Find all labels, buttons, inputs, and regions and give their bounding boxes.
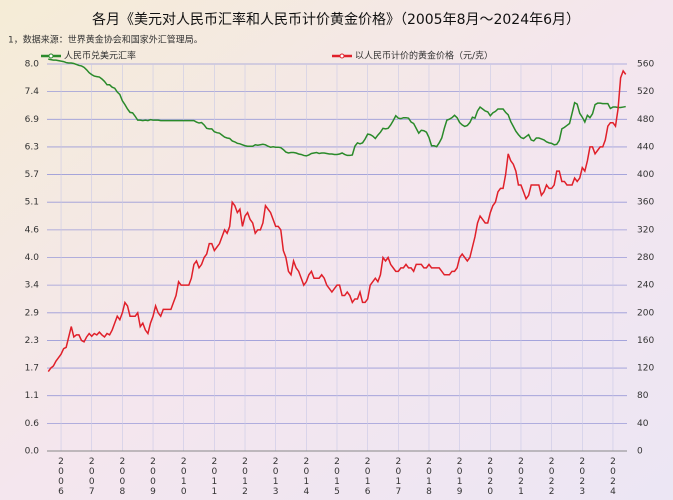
y2-tick-label: 520 xyxy=(637,87,654,97)
y2-tick-label: 80 xyxy=(637,391,649,401)
y-tick-label: 1.1 xyxy=(25,391,39,401)
y2-tick-label: 360 xyxy=(637,198,654,208)
y-tick-label: 7.4 xyxy=(25,87,40,97)
y2-tick-label: 440 xyxy=(637,142,654,152)
y2-tick-label: 560 xyxy=(637,60,654,70)
y2-tick-label: 480 xyxy=(637,115,654,125)
y2-tick-label: 240 xyxy=(637,281,654,291)
y2-tick-label: 160 xyxy=(637,336,654,346)
y-tick-label: 6.3 xyxy=(25,142,39,152)
chart-title: 各月《美元对人民币汇率和人民币计价黄金价格》（2005年8月～2024年6月） xyxy=(92,11,580,28)
legend-label: 以人民币计价的黄金价格（元/克） xyxy=(355,50,493,62)
y-tick-label: 5.7 xyxy=(25,170,39,180)
y-tick-label: 2.3 xyxy=(25,336,39,346)
note: 1，数据来源：世界黄金协会和国家外汇管理局。 xyxy=(8,34,203,46)
y-tick-label: 2.9 xyxy=(25,308,40,318)
legend-marker xyxy=(339,53,345,59)
y2-tick-label: 280 xyxy=(637,253,654,263)
y-tick-label: 3.4 xyxy=(25,281,40,291)
series-line xyxy=(47,69,627,372)
y-tick-label: 0.0 xyxy=(25,447,40,457)
legend-label: 人民币兑美元汇率 xyxy=(64,50,136,62)
y2-tick-label: 400 xyxy=(637,170,654,180)
legend-marker xyxy=(48,53,54,59)
y-tick-label: 8.0 xyxy=(25,60,40,70)
y-tick-label: 5.1 xyxy=(25,198,39,208)
y-tick-label: 4.6 xyxy=(25,225,40,235)
y2-tick-label: 120 xyxy=(637,364,654,374)
y-tick-label: 6.9 xyxy=(25,115,40,125)
y2-tick-label: 200 xyxy=(637,308,654,318)
y2-tick-label: 320 xyxy=(637,225,654,235)
y2-tick-label: 0 xyxy=(637,447,643,457)
y2-tick-label: 40 xyxy=(637,419,649,429)
y-tick-label: 4.0 xyxy=(25,253,40,263)
y-tick-label: 1.7 xyxy=(25,364,39,374)
series-line xyxy=(48,58,626,157)
y-tick-label: 0.6 xyxy=(25,419,40,429)
